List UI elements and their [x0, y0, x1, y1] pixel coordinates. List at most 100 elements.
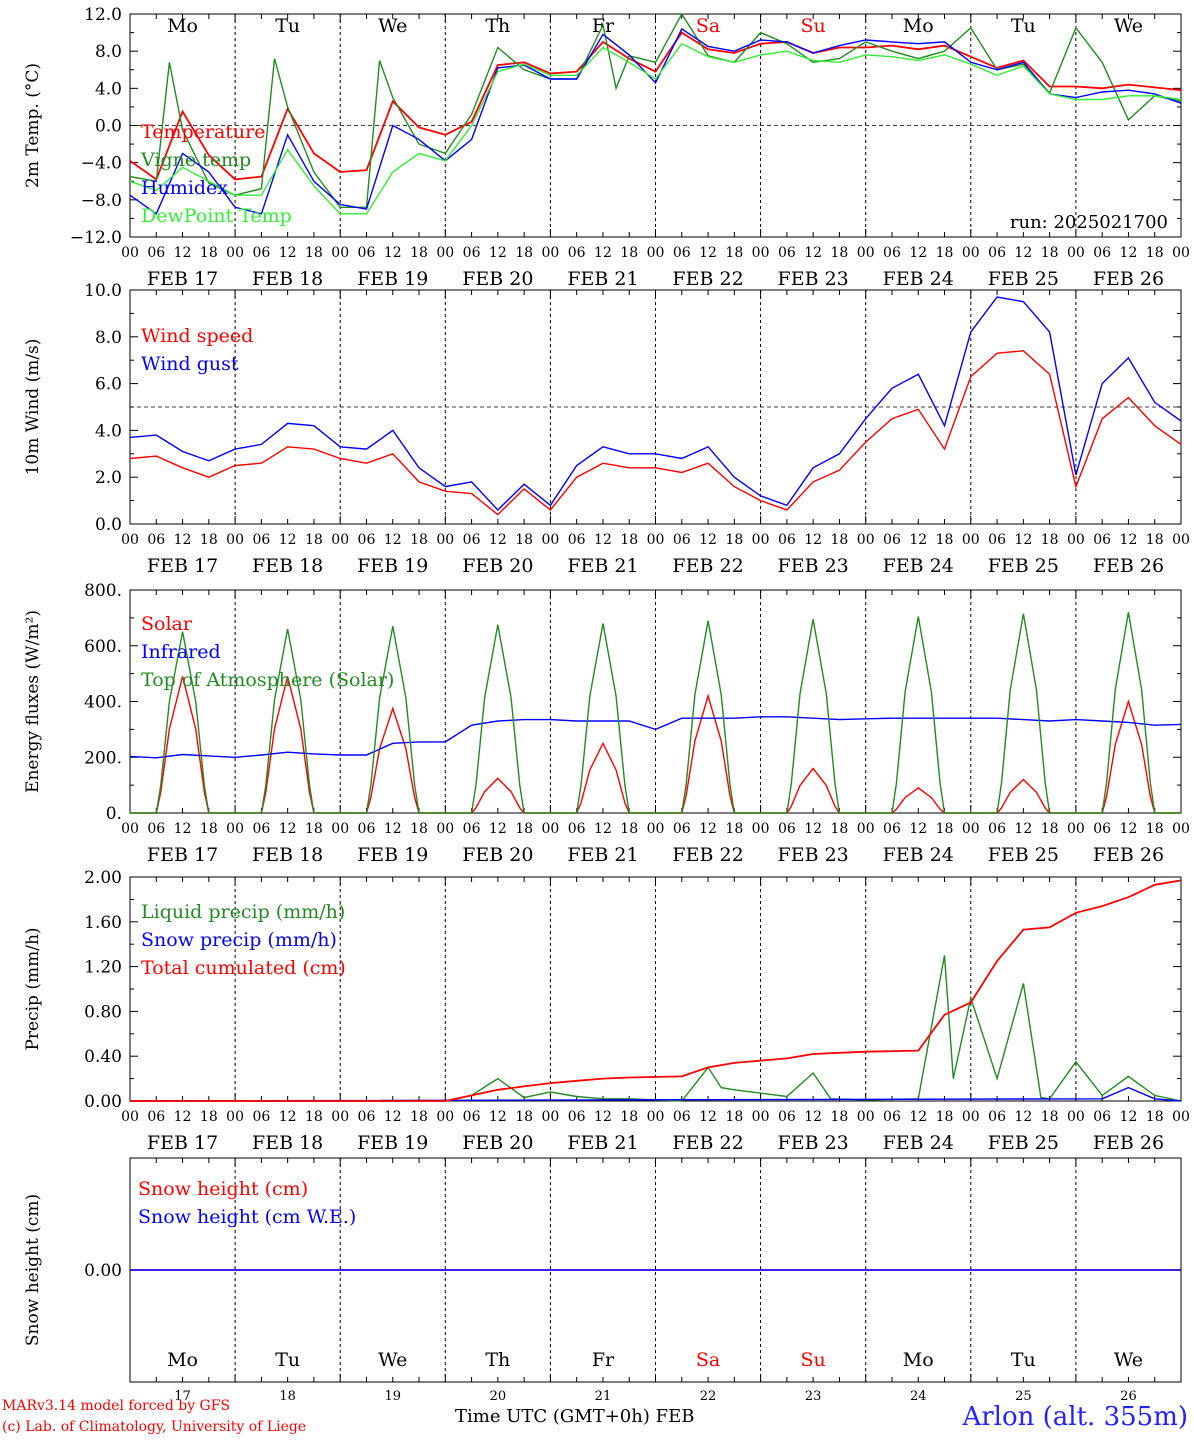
weekday-label: Mo	[167, 15, 198, 37]
date-label: FEB 23	[778, 268, 849, 290]
hour-tick-label: 12	[384, 245, 402, 261]
hour-tick-label: 06	[778, 821, 796, 837]
hour-tick-label: 00	[962, 532, 980, 548]
hour-tick-label: 12	[1120, 1109, 1138, 1125]
hour-tick-label: 18	[410, 821, 428, 837]
y-tick-label: 0.40	[84, 1047, 122, 1067]
station-name: Arlon (alt. 355m)	[962, 1402, 1188, 1432]
series-line-dewpoint-temp	[129, 42, 1182, 215]
hour-tick-label: 00	[857, 245, 875, 261]
series-line-total-cumulated-cm-	[130, 879, 1182, 1102]
date-label: FEB 20	[462, 1132, 533, 1154]
y-axis-label: 2m Temp. (°C)	[23, 63, 43, 188]
hour-tick-label: 06	[147, 245, 165, 261]
legend-entry: Wind speed	[141, 325, 253, 347]
hour-tick-label: 06	[147, 821, 165, 837]
hour-tick-label: 12	[909, 245, 927, 261]
legend-entry: Humidex	[141, 177, 228, 199]
date-label: FEB 26	[1093, 1132, 1164, 1154]
hour-tick-label: 12	[699, 532, 717, 548]
hour-tick-label: 06	[1093, 532, 1111, 548]
hour-tick-label: 12	[804, 245, 822, 261]
hour-tick-label: 18	[1146, 245, 1164, 261]
hour-tick-label: 00	[226, 245, 244, 261]
y-tick-label: 0.	[106, 804, 122, 824]
y-tick-label: 8.0	[95, 328, 122, 348]
hour-tick-label: 18	[1146, 821, 1164, 837]
hour-tick-label: 18	[620, 532, 638, 548]
panel-4: 2.00 1.60 1.20 0.80 0.40 0.00 Precip (mm/h) Liq…	[23, 868, 1190, 1154]
hour-tick-label: 18	[620, 1109, 638, 1125]
hour-tick-label: 00	[647, 532, 665, 548]
hour-tick-label: 12	[489, 1109, 507, 1125]
hour-tick-label: 00	[331, 821, 349, 837]
hour-tick-label: 18	[936, 821, 954, 837]
date-label: FEB 18	[252, 268, 323, 290]
hour-tick-label: 00	[226, 1109, 244, 1125]
hour-tick-label: 12	[699, 821, 717, 837]
date-label: FEB 25	[988, 1132, 1059, 1154]
day-number-label: 20	[490, 1389, 507, 1404]
hour-tick-label: 12	[1014, 245, 1032, 261]
hour-tick-label: 00	[226, 821, 244, 837]
hour-tick-label: 00	[962, 1109, 980, 1125]
hour-tick-label: 06	[568, 821, 586, 837]
date-label: FEB 20	[462, 555, 533, 577]
series-line-snow-precip-mm-h-	[129, 1086, 1182, 1102]
date-label: FEB 17	[147, 844, 218, 866]
day-number-label: 26	[1120, 1389, 1137, 1404]
date-label: FEB 23	[778, 555, 849, 577]
hour-tick-label: 00	[1172, 532, 1190, 548]
weekday-label: We	[378, 15, 407, 37]
hour-tick-label: 18	[1146, 532, 1164, 548]
hour-tick-label: 12	[804, 1109, 822, 1125]
hour-tick-label: 06	[252, 532, 270, 548]
hour-tick-label: 06	[778, 532, 796, 548]
date-label: FEB 26	[1093, 844, 1164, 866]
date-label: FEB 22	[672, 1132, 743, 1154]
hour-tick-label: 18	[1146, 1109, 1164, 1125]
hour-tick-label: 00	[857, 532, 875, 548]
day-number-label: 22	[700, 1389, 717, 1404]
hour-tick-label: 12	[489, 245, 507, 261]
hour-tick-label: 12	[489, 821, 507, 837]
credit-lab: (c) Lab. of Climatology, University of L…	[2, 1419, 307, 1435]
date-label: FEB 21	[567, 555, 638, 577]
y-tick-label: 0.0	[95, 515, 122, 535]
weekday-label: Th	[485, 15, 510, 37]
date-label: FEB 24	[883, 1132, 954, 1154]
panel-2: 10.0 8.0 6.0 4.0 2.0 0.0 10m Wind (m/s) Wind sp…	[23, 281, 1190, 577]
y-tick-label: −4.0	[81, 154, 122, 174]
y-tick-label: 800.	[84, 581, 122, 601]
hour-tick-label: 12	[1014, 1109, 1032, 1125]
day-number-label: 17	[174, 1389, 191, 1404]
weekday-label: Tu	[1011, 15, 1036, 37]
weekday-label: Sa	[696, 1349, 720, 1371]
day-number-label: 25	[1015, 1389, 1032, 1404]
hour-tick-label: 12	[1120, 821, 1138, 837]
series-line-top-of-atmosphere-solar-	[130, 612, 1181, 814]
date-label: FEB 26	[1093, 268, 1164, 290]
hour-tick-label: 12	[699, 1109, 717, 1125]
date-label: FEB 25	[988, 268, 1059, 290]
date-label: FEB 25	[988, 844, 1059, 866]
date-label: FEB 25	[988, 555, 1059, 577]
weekday-label: We	[1114, 15, 1143, 37]
series-line-liquid-precip-mm-h-	[130, 955, 1182, 1102]
date-label: FEB 22	[672, 555, 743, 577]
run-label: run: 2025021700	[1010, 212, 1168, 233]
hour-tick-label: 12	[279, 532, 297, 548]
y-tick-label: 400.	[84, 693, 122, 713]
hour-tick-label: 06	[252, 1109, 270, 1125]
hour-tick-label: 06	[463, 245, 481, 261]
hour-tick-label: 00	[436, 821, 454, 837]
legend-entry: Top of Atmosphere (Solar)	[141, 669, 394, 691]
hour-tick-label: 18	[305, 1109, 323, 1125]
hour-tick-label: 12	[384, 1109, 402, 1125]
series-line-wind-gust	[129, 296, 1182, 512]
hour-tick-label: 18	[515, 245, 533, 261]
legend-entry: Snow height (cm)	[138, 1178, 308, 1200]
hour-tick-label: 12	[489, 532, 507, 548]
y-tick-label: 0.80	[84, 1002, 122, 1022]
